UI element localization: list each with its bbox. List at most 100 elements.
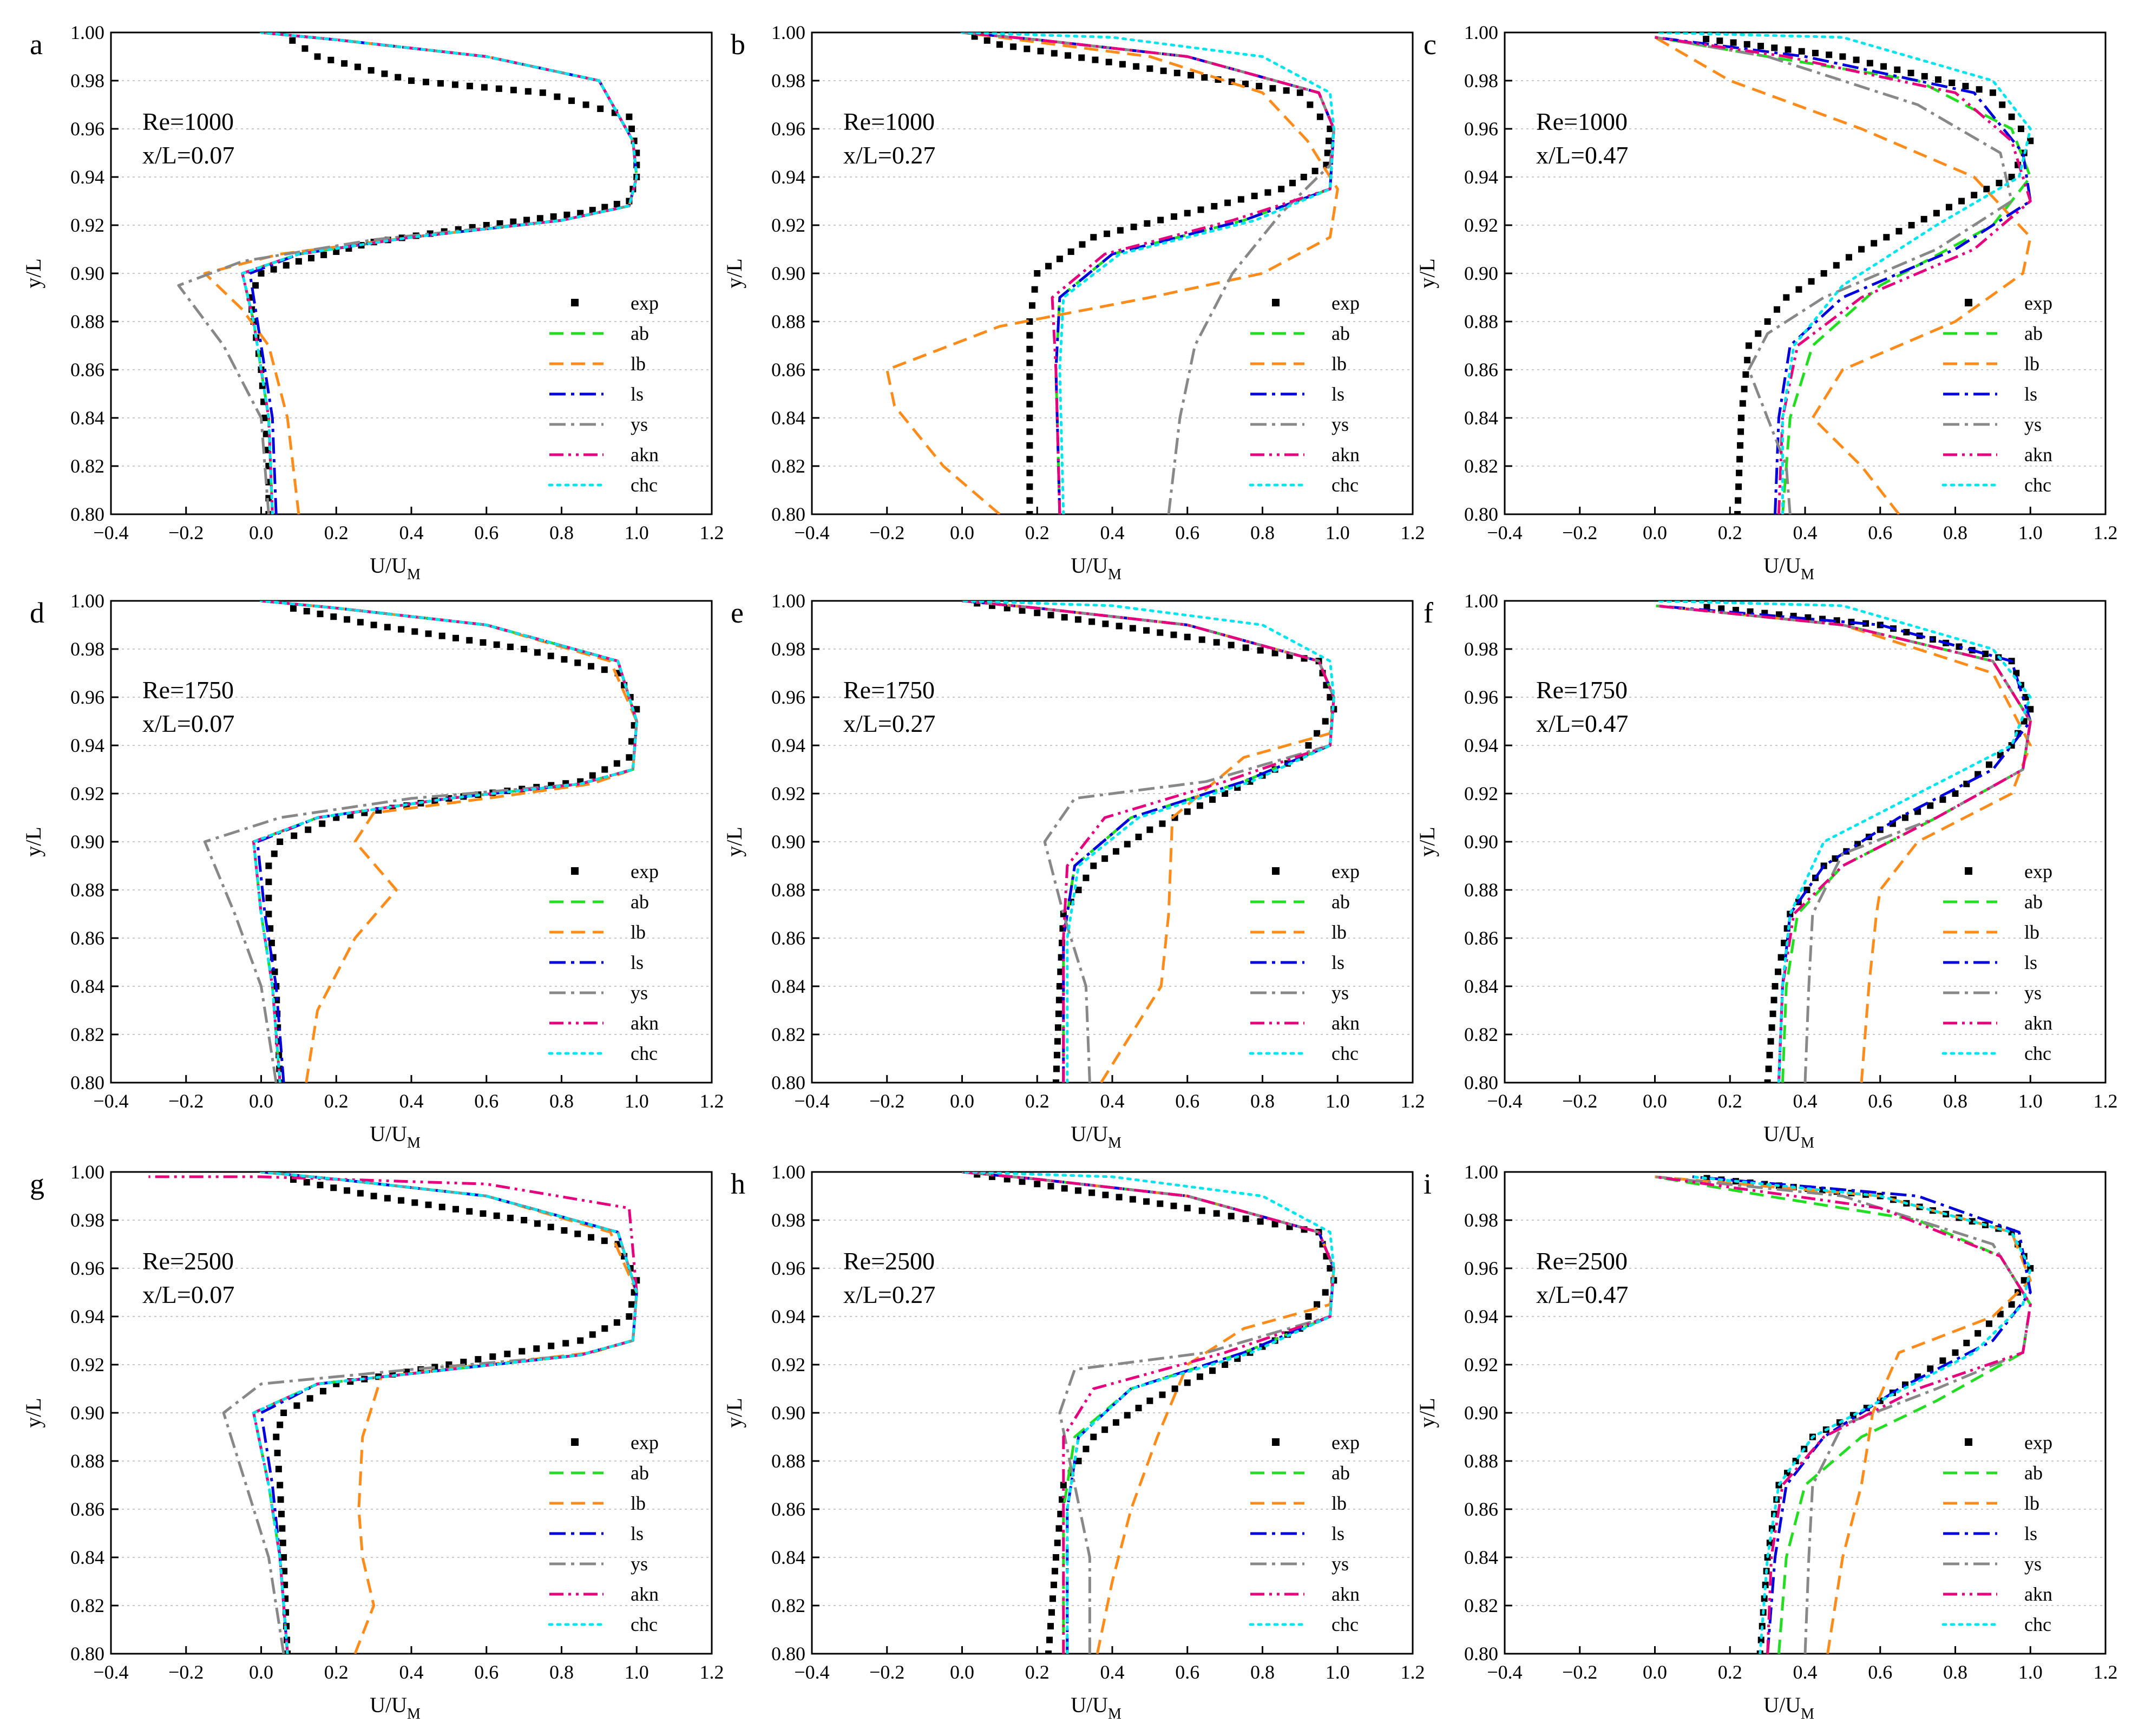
- y-tick-label: 0.92: [771, 214, 805, 236]
- series-exp-marker: [265, 910, 272, 918]
- x-tick-label: 0.6: [1868, 1090, 1892, 1112]
- series-exp-marker: [1026, 359, 1033, 366]
- series-exp-marker: [1757, 43, 1764, 50]
- series-exp-marker: [588, 663, 595, 670]
- legend-label-exp: exp: [2024, 1432, 2052, 1453]
- series-exp-marker: [2021, 1277, 2028, 1284]
- series-exp-marker: [357, 1190, 364, 1197]
- series-exp-marker: [271, 968, 278, 975]
- series-exp-marker: [1026, 428, 1033, 435]
- series-exp-marker: [1734, 511, 1741, 514]
- series-exp-marker: [1054, 1540, 1061, 1547]
- series-exp-marker: [1026, 511, 1033, 514]
- series-exp-marker: [1026, 442, 1033, 449]
- series-exp-marker: [1985, 1320, 1992, 1327]
- series-exp-marker: [1056, 256, 1063, 263]
- legend-label-exp: exp: [1331, 292, 1360, 314]
- x-tick-label: −0.4: [93, 522, 128, 543]
- legend-label-ab: ab: [2024, 323, 2043, 344]
- panel-annotation: x/L=0.27: [843, 1281, 935, 1308]
- series-exp-marker: [344, 616, 351, 623]
- series-exp-marker: [1737, 428, 1744, 435]
- series-exp-marker: [1034, 1181, 1041, 1188]
- x-tick-label: 1.0: [2018, 1090, 2043, 1112]
- y-tick-label: 0.86: [70, 359, 104, 381]
- legend-label-ys: ys: [1331, 1553, 1349, 1575]
- series-exp-marker: [1067, 248, 1074, 255]
- series-exp-marker: [301, 45, 309, 52]
- y-tick-label: 0.88: [1464, 1450, 1498, 1472]
- series-exp-marker: [1019, 607, 1026, 614]
- y-tick-label: 0.96: [1464, 1257, 1498, 1279]
- panel-letter: a: [30, 28, 43, 61]
- series-exp-marker: [547, 1223, 554, 1230]
- series-exp-marker: [1102, 620, 1109, 627]
- series-exp-marker: [281, 1568, 288, 1575]
- series-exp-marker: [475, 1356, 482, 1363]
- x-tick-label: −0.2: [168, 522, 204, 543]
- y-tick-label: 0.84: [771, 1547, 805, 1568]
- series-exp-marker: [381, 70, 388, 77]
- series-exp-marker: [519, 1348, 526, 1355]
- series-exp-marker: [1305, 1313, 1312, 1320]
- series-exp-marker: [1839, 53, 1846, 60]
- series-exp-marker: [1129, 1196, 1136, 1203]
- y-axis-label: y/L: [1415, 827, 1439, 857]
- series-exp-marker: [1196, 1373, 1203, 1380]
- series-exp-marker: [1744, 357, 1751, 364]
- y-tick-label: 0.98: [771, 638, 805, 660]
- series-exp-marker: [1055, 1525, 1062, 1532]
- y-tick-label: 0.92: [70, 1354, 104, 1375]
- series-exp-marker: [1090, 862, 1097, 869]
- series-exp-marker: [1130, 224, 1137, 231]
- series-exp-marker: [489, 1353, 496, 1360]
- x-tick-label: 1.0: [625, 1661, 649, 1683]
- legend-marker-exp: [1965, 1438, 1972, 1446]
- y-tick-label: 0.94: [1464, 166, 1498, 188]
- panel-annotation: Re=1750: [1536, 676, 1628, 704]
- series-exp-marker: [1305, 742, 1312, 749]
- y-tick-label: 1.00: [70, 1161, 104, 1183]
- series-exp-marker: [1146, 826, 1153, 833]
- series-exp-marker: [1945, 204, 1952, 211]
- legend-label-akn: akn: [631, 1012, 659, 1034]
- y-tick-label: 0.88: [771, 311, 805, 332]
- y-axis-label: y/L: [722, 258, 746, 289]
- y-tick-label: 0.84: [771, 975, 805, 997]
- series-exp-marker: [1092, 56, 1099, 63]
- series-exp-marker: [1314, 730, 1321, 737]
- series-exp-marker: [1971, 192, 1978, 199]
- y-tick-label: 0.88: [1464, 879, 1498, 901]
- series-exp-marker: [1772, 983, 1779, 990]
- series-akn-line: [962, 32, 1335, 514]
- legend-label-lb: lb: [1331, 921, 1347, 943]
- series-ys-line: [1655, 1175, 2032, 1654]
- x-axis-label: U/UM: [370, 1693, 421, 1722]
- series-exp-marker: [1745, 342, 1752, 349]
- series-akn-line: [962, 601, 1335, 1083]
- legend-label-ys: ys: [1331, 414, 1349, 435]
- series-exp-marker: [1228, 1213, 1235, 1220]
- y-tick-label: 0.90: [771, 831, 805, 853]
- series-exp-marker: [1927, 1365, 1934, 1372]
- panel-annotation: Re=2500: [142, 1247, 234, 1275]
- series-exp-marker: [1768, 1024, 1775, 1031]
- panel-letter: i: [1424, 1168, 1432, 1200]
- series-exp-marker: [563, 211, 570, 218]
- series-exp-marker: [1224, 199, 1231, 206]
- series-exp-marker: [1031, 286, 1038, 293]
- series-exp-marker: [1908, 222, 1915, 228]
- series-ys-line: [203, 601, 638, 1083]
- x-tick-label: 1.2: [1401, 1661, 1425, 1683]
- series-exp-marker: [438, 1203, 445, 1210]
- series-ls-line: [1655, 604, 2032, 1083]
- series-exp-marker: [1037, 48, 1044, 55]
- y-tick-label: 0.86: [1464, 359, 1498, 381]
- series-exp-marker: [274, 1450, 281, 1457]
- legend-label-exp: exp: [631, 1432, 659, 1453]
- y-tick-label: 0.88: [70, 1450, 104, 1472]
- panel-a: −0.4 −0.2 0.0 0.2 0.4 0.6 0.8 1.0 1.2 0.80 0.82 0.8…: [21, 22, 724, 583]
- x-tick-label: −0.4: [794, 522, 829, 543]
- y-tick-label: 0.84: [70, 975, 104, 997]
- series-exp-marker: [1795, 286, 1802, 293]
